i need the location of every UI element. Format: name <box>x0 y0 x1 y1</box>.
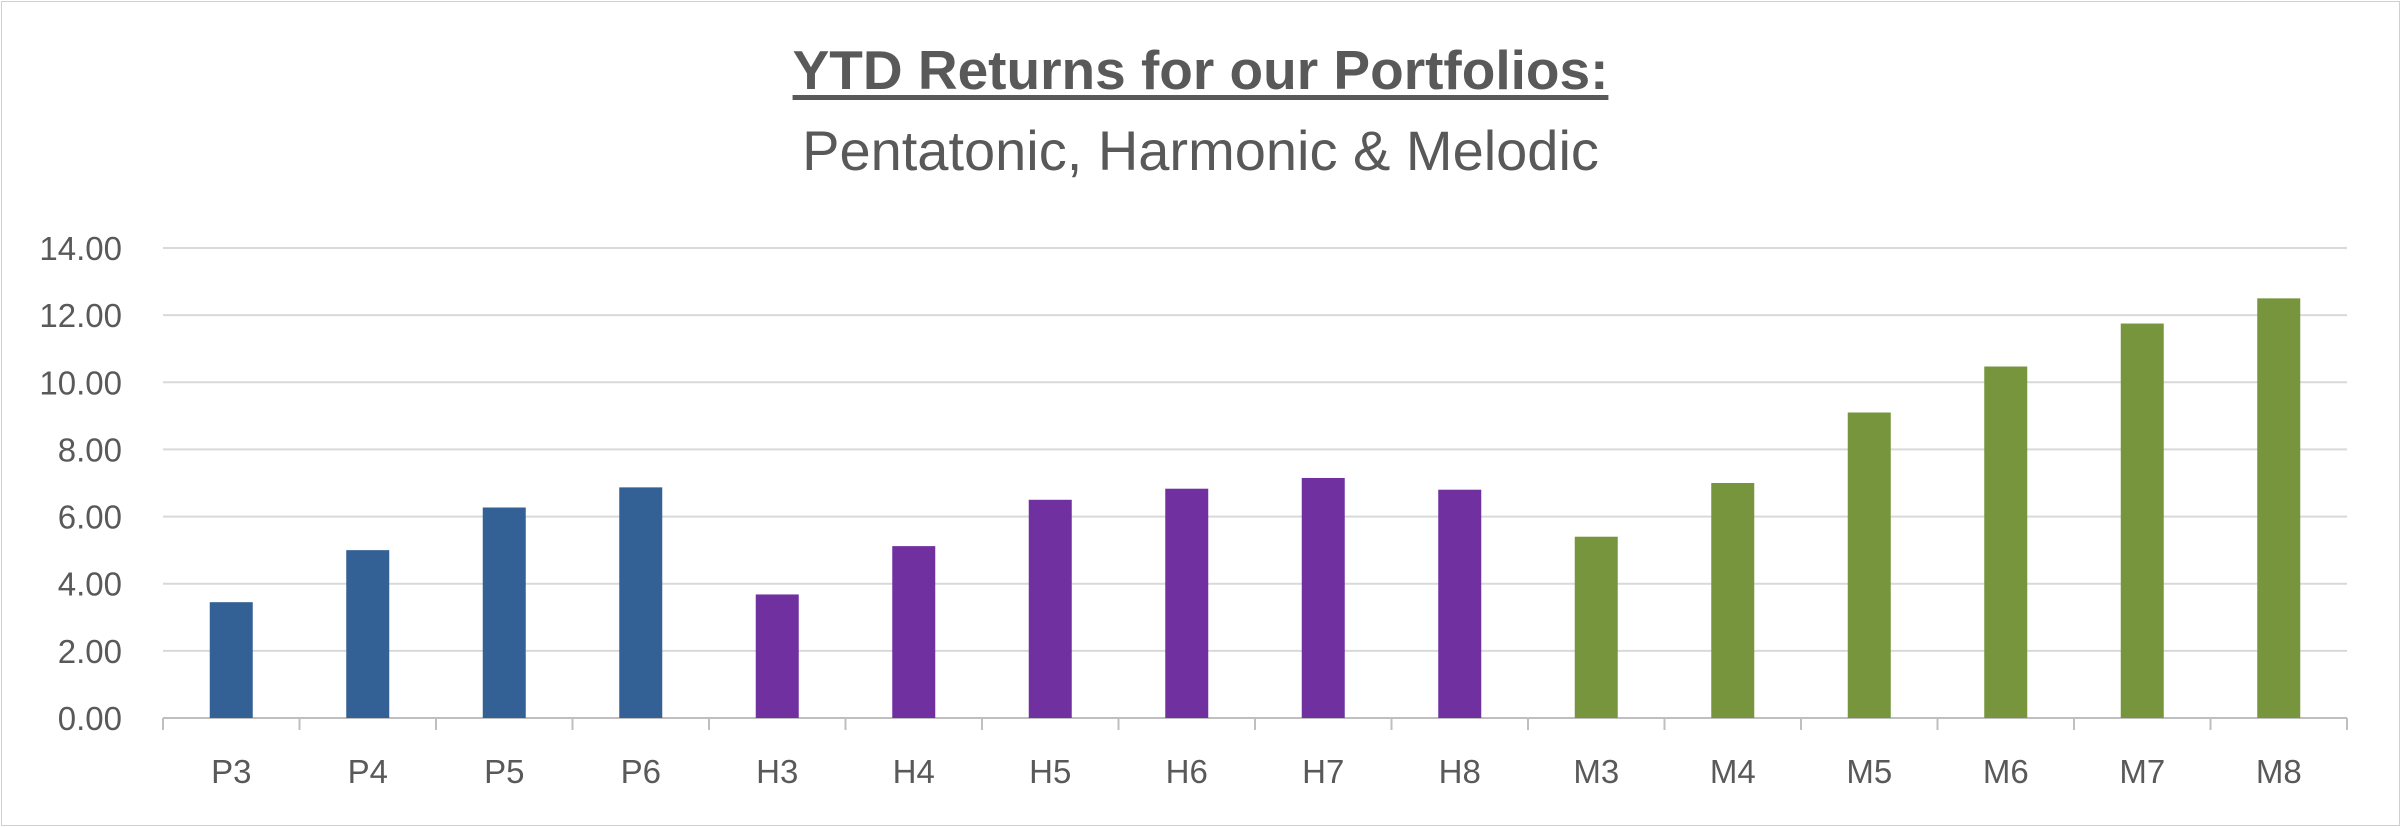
bar-m6 <box>1984 366 2028 718</box>
x-tick-label: H5 <box>1029 753 1071 790</box>
bar-h5 <box>1028 499 1072 718</box>
x-tick-label: M7 <box>2119 753 2165 790</box>
bar-p4 <box>346 550 390 718</box>
y-tick-label: 10.00 <box>39 364 122 401</box>
y-tick-label: 12.00 <box>39 297 122 334</box>
bar-m3 <box>1574 536 1618 718</box>
bar-p5 <box>482 507 526 718</box>
x-tick-label: M4 <box>1710 753 1756 790</box>
x-tick-label: H3 <box>756 753 798 790</box>
x-tick-label: H8 <box>1439 753 1481 790</box>
bar-h6 <box>1165 488 1209 718</box>
bar-m7 <box>2120 323 2164 718</box>
y-tick-label: 8.00 <box>58 431 122 468</box>
x-tick-label: P4 <box>348 753 388 790</box>
bar-m4 <box>1711 483 1755 718</box>
x-tick-label: P3 <box>211 753 251 790</box>
y-tick-label: 4.00 <box>58 566 122 603</box>
x-tick-label: P5 <box>484 753 524 790</box>
chart-subtitle: Pentatonic, Harmonic & Melodic <box>802 119 1599 182</box>
bar-m5 <box>1847 412 1891 718</box>
x-tick-label: H4 <box>893 753 935 790</box>
x-tick-label: M8 <box>2256 753 2302 790</box>
bar-p6 <box>619 487 663 718</box>
y-tick-label: 14.00 <box>39 230 122 267</box>
x-tick-label: M5 <box>1846 753 1892 790</box>
bar-p3 <box>209 602 253 718</box>
bar-h3 <box>755 594 799 718</box>
x-tick-label: H7 <box>1302 753 1344 790</box>
x-tick-label: M6 <box>1983 753 2029 790</box>
x-tick-label: H6 <box>1166 753 1208 790</box>
bar-m8 <box>2257 298 2301 718</box>
bar-h8 <box>1438 489 1482 718</box>
y-tick-label: 6.00 <box>58 499 122 536</box>
y-tick-label: 0.00 <box>58 700 122 737</box>
chart-title: YTD Returns for our Portfolios: <box>792 39 1609 101</box>
bar-h7 <box>1301 477 1345 718</box>
y-tick-label: 2.00 <box>58 633 122 670</box>
bar-h4 <box>892 546 936 718</box>
x-tick-label: M3 <box>1573 753 1619 790</box>
x-tick-label: P6 <box>621 753 661 790</box>
